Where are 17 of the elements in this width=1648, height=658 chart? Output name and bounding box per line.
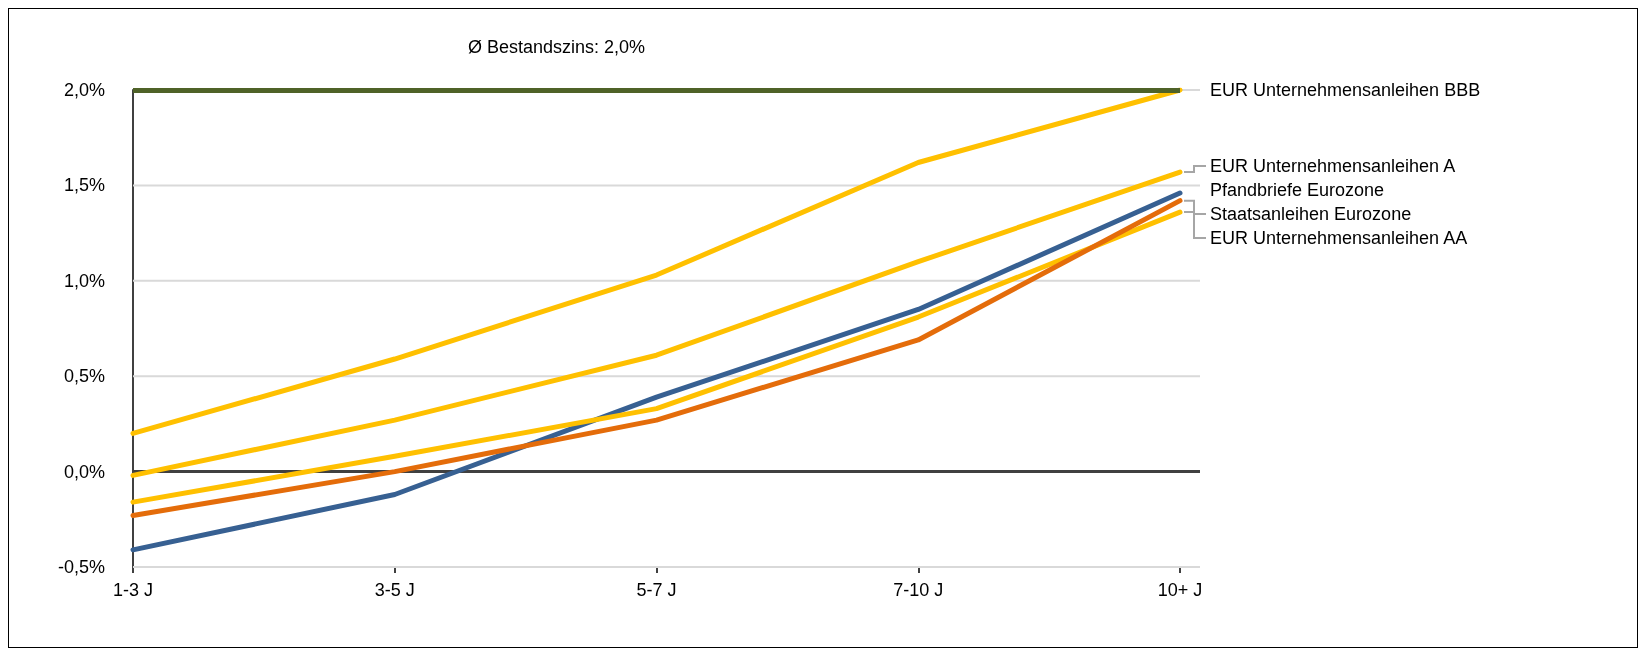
y-tick-label: 2,0% bbox=[63, 80, 105, 100]
x-tick-label: 5-7 J bbox=[636, 580, 677, 600]
y-tick-label: 0,0% bbox=[63, 461, 105, 482]
y-tick-label: -0,5% bbox=[57, 557, 105, 577]
y-tick-label: 1,5% bbox=[63, 175, 105, 196]
series-label: EUR Unternehmensanleihen A bbox=[1210, 156, 1456, 177]
y-tick-label: 1,0% bbox=[63, 270, 105, 291]
ref-line-label: Ø Bestandszins: 2,0% bbox=[467, 37, 646, 57]
x-tick-label: 1-3 J bbox=[112, 580, 154, 600]
x-tick-label: 3-5 J bbox=[374, 580, 415, 600]
series-label: Staatsanleihen Eurozone bbox=[1210, 204, 1412, 225]
x-tick-label: 10+ J bbox=[1157, 580, 1203, 600]
x-tick-label: 7-10 J bbox=[893, 580, 944, 600]
series-label: EUR Unternehmensanleihen AA bbox=[1210, 228, 1468, 249]
series-label: EUR Unternehmensanleihen BBB bbox=[1210, 80, 1481, 100]
y-tick-label: 0,5% bbox=[63, 366, 105, 387]
series-label: Pfandbriefe Eurozone bbox=[1210, 180, 1385, 201]
